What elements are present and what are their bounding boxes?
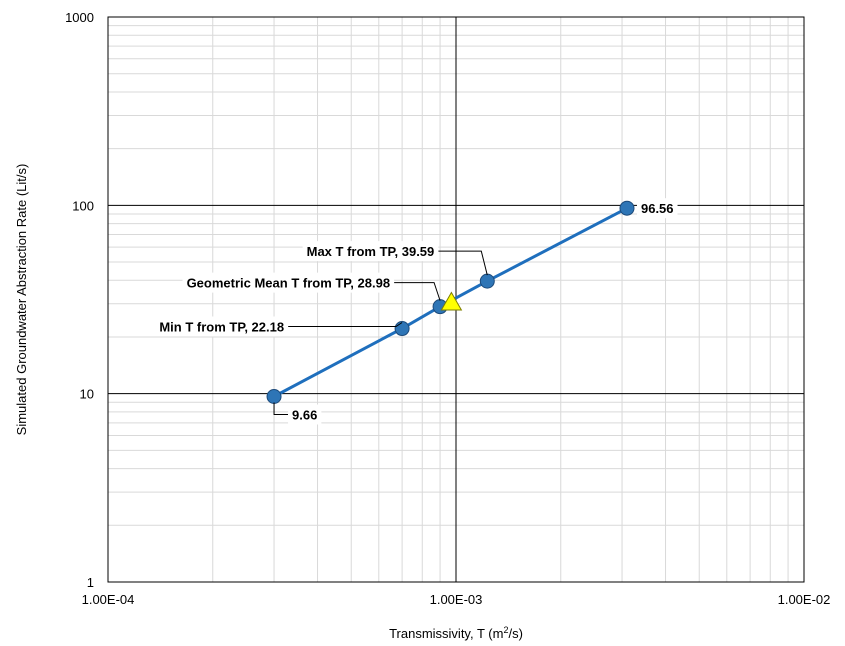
- x-tick-label: 1.00E-03: [430, 592, 483, 607]
- triangle-marker: [440, 291, 463, 311]
- x-axis-title: Transmissivity, T (m2/s): [389, 625, 523, 641]
- data-label: Max T from TP, 39.59: [307, 244, 435, 259]
- data-label-background: [182, 272, 395, 293]
- data-label-background: [636, 198, 678, 219]
- data-label: Min T from TP, 22.18: [159, 320, 284, 335]
- data-label-background: [288, 404, 322, 425]
- data-point: [394, 321, 410, 337]
- plot-frame: [107, 16, 805, 583]
- data-labels: 9.66 Min T from TP, 22.18 Geometric Mean T…: [155, 198, 678, 425]
- data-label: Geometric Mean T from TP, 28.98: [187, 276, 391, 291]
- data-label-background: [302, 241, 439, 262]
- leader-line: [273, 402, 289, 415]
- x-tick-label: 1.00E-02: [778, 592, 831, 607]
- data-label: 9.66: [292, 407, 317, 422]
- tick-labels: 1.00E-04 1.00E-03 1.00E-02 1 10 100 1000: [65, 10, 830, 607]
- leader-line: [288, 322, 403, 328]
- data-point: [619, 200, 635, 216]
- y-tick-label: 1: [87, 575, 94, 590]
- data-label: 96.56: [641, 201, 674, 216]
- y-tick-label: 10: [80, 387, 94, 402]
- x-tick-label: 1.00E-04: [82, 592, 135, 607]
- y-tick-label: 1000: [65, 10, 94, 25]
- data-point: [266, 388, 282, 404]
- y-axis-title: Simulated Groundwater Abstraction Rate (…: [14, 164, 29, 436]
- data-label-background: [155, 316, 289, 337]
- leader-line: [394, 282, 441, 301]
- data-point: [479, 273, 495, 289]
- y-tick-label: 100: [72, 198, 94, 213]
- leader-line: [438, 250, 488, 276]
- series: [266, 200, 635, 404]
